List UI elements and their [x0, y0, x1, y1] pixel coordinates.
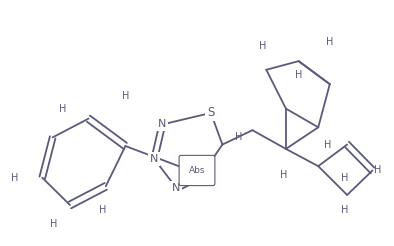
Text: H: H [374, 166, 381, 175]
Text: H: H [50, 219, 57, 229]
Text: N: N [172, 183, 180, 193]
Text: S: S [207, 107, 215, 119]
Text: H: H [341, 205, 349, 215]
FancyBboxPatch shape [179, 155, 215, 185]
Text: H: H [122, 92, 129, 101]
Text: H: H [235, 132, 242, 142]
Text: H: H [280, 170, 288, 181]
Text: Abs: Abs [189, 166, 205, 175]
Text: H: H [11, 173, 18, 183]
Text: H: H [295, 70, 302, 80]
Text: N: N [158, 120, 167, 129]
Text: N: N [150, 154, 158, 164]
Text: H: H [326, 37, 333, 47]
Text: H: H [98, 205, 106, 215]
Text: H: H [324, 139, 331, 150]
Text: H: H [341, 173, 349, 183]
Text: H: H [259, 41, 266, 51]
Text: H: H [59, 104, 67, 114]
